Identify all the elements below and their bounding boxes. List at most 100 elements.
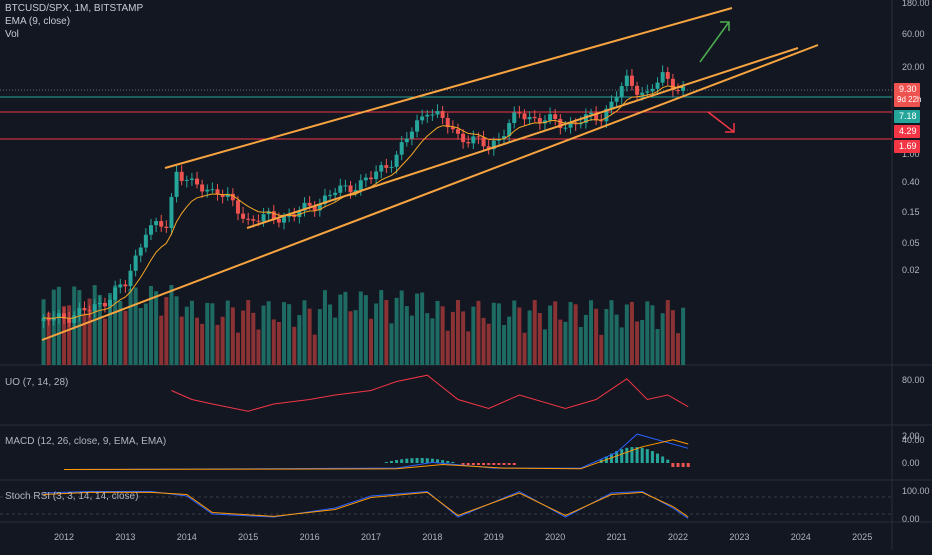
symbol-label[interactable]: BTCUSD/SPX, 1M, BITSTAMP (5, 3, 144, 14)
channel-top-trendline (164, 7, 733, 169)
volume-bar (87, 298, 92, 365)
candle (450, 127, 455, 130)
candle (558, 118, 563, 129)
price-tick-label: 0.40 (902, 177, 920, 187)
volume-bar (363, 295, 368, 365)
volume-bar (328, 304, 333, 365)
candle (660, 72, 665, 83)
macd-histogram-bar (661, 456, 665, 463)
time-tick-label: 2019 (484, 532, 504, 542)
candle (179, 171, 184, 181)
volume-bar (573, 304, 578, 365)
volume-bar (51, 289, 56, 365)
volume-bar (353, 310, 358, 365)
macd-label[interactable]: MACD (12, 26, close, 9, EMA, EMA) (5, 436, 167, 447)
macd-histogram-bar (635, 447, 639, 463)
volume-bar (348, 311, 353, 365)
volume-bar (62, 306, 66, 365)
volume-bar (128, 288, 133, 365)
candle (594, 112, 599, 121)
candle (154, 221, 159, 226)
vol-label[interactable]: Vol (5, 29, 19, 40)
volume-bar (92, 285, 97, 365)
candle (92, 304, 97, 312)
macd-histogram-bar (471, 463, 475, 465)
signal-line (63, 439, 689, 470)
volume-bar (415, 293, 420, 365)
time-tick-label: 2017 (361, 532, 381, 542)
volume-bar (108, 292, 113, 365)
candle (430, 114, 435, 116)
candle (77, 308, 82, 316)
volume-bar (619, 327, 624, 365)
candle (563, 127, 568, 129)
price-tick-label: 0.02 (902, 265, 920, 275)
macd-histogram-bar (482, 463, 486, 465)
candle (205, 189, 210, 192)
volume-bar (599, 334, 604, 365)
volume-bar (594, 308, 599, 365)
volume-bar (256, 329, 261, 365)
candle (471, 136, 476, 144)
candle (67, 318, 72, 323)
ema-label[interactable]: EMA (9, close) (5, 16, 71, 27)
macd-histogram-bar (410, 458, 414, 463)
candle (82, 308, 87, 311)
candle (51, 317, 56, 321)
volume-bar (307, 308, 312, 365)
macd-histogram-bar (420, 458, 424, 463)
macd-histogram-bar (666, 459, 670, 463)
volume-bar (563, 321, 568, 365)
candle (102, 302, 107, 307)
candle (655, 82, 660, 89)
candle (455, 129, 460, 134)
candle (87, 310, 92, 312)
candle (97, 302, 102, 305)
volume-bar (583, 314, 588, 365)
time-tick-label: 2015 (238, 532, 258, 542)
candle (338, 185, 343, 193)
red-price-label-bg (894, 125, 920, 138)
volume-bar (420, 292, 425, 365)
volume-bar (292, 326, 297, 365)
candle (491, 140, 496, 150)
stoch-label[interactable]: Stoch RSI (3, 3, 14, 14, close) (5, 491, 139, 502)
candle (553, 114, 558, 119)
uo-label[interactable]: UO (7, 14, 28) (5, 377, 69, 388)
candle (317, 203, 322, 211)
macd-histogram-bar (625, 447, 629, 463)
volume-bar (302, 300, 307, 365)
macd-histogram-bar (389, 460, 393, 463)
volume-bar (154, 291, 159, 365)
candle (169, 196, 174, 229)
candle (195, 178, 200, 185)
candle (614, 97, 619, 102)
candle (420, 116, 425, 121)
time-tick-label: 2016 (300, 532, 320, 542)
time-tick-label: 2020 (545, 532, 565, 542)
candle (225, 193, 230, 197)
candle (527, 116, 532, 120)
volume-bar (287, 304, 292, 365)
down-arrow-head (725, 123, 735, 133)
macd-histogram-bar (395, 460, 399, 463)
candle (307, 202, 312, 206)
volume-bar (394, 297, 399, 365)
candle (440, 111, 445, 118)
volume-bar (41, 299, 46, 365)
volume-bar (113, 285, 118, 365)
volume-bar (133, 287, 138, 365)
down-arrow (707, 111, 735, 133)
macd-histogram-bar (645, 449, 649, 463)
candle (548, 114, 553, 121)
macd-histogram-bar (384, 461, 388, 463)
volume-bar (640, 319, 645, 365)
volume-bar (241, 310, 246, 365)
uo-tick-label: 80.00 (902, 375, 925, 385)
volume-bar (169, 285, 174, 365)
price-tick-label: 180.00 (902, 0, 930, 8)
candle (670, 78, 675, 91)
candle (353, 190, 358, 193)
